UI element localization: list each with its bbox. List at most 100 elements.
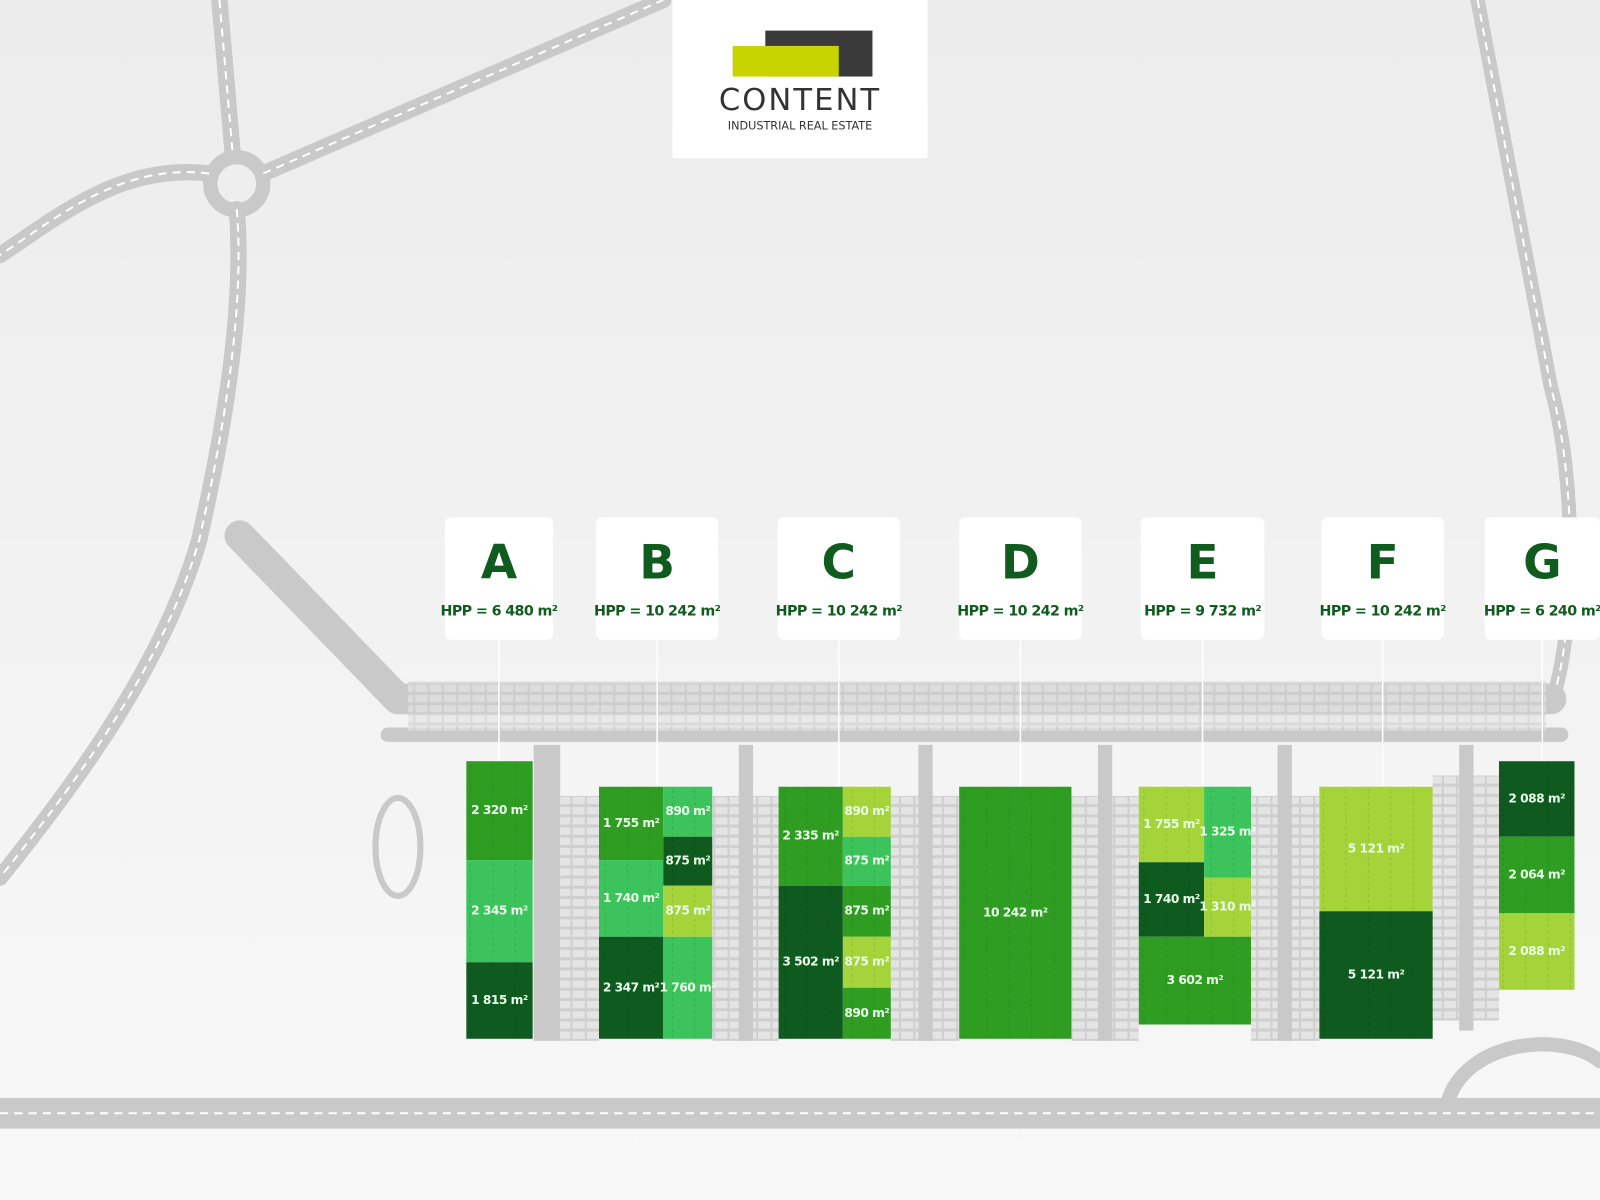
building-a: 2 320 m² 2 345 m² 1 815 m²: [466, 761, 533, 1039]
unit-area-label: 2 345 m²: [471, 904, 528, 918]
unit-area-label: 1 325 m²: [1199, 825, 1256, 839]
unit[interactable]: 2 335 m²: [778, 786, 843, 886]
unit-area-label: 2 335 m²: [782, 829, 839, 843]
building-e: 1 755 m² 1 740 m² 1 325 m² 1 310 m² 3 602 m²: [1138, 786, 1257, 1025]
unit-area-label: 875 m²: [844, 854, 889, 868]
unit[interactable]: 875 m²: [842, 836, 891, 886]
unit-area-label: 5 121 m²: [1348, 841, 1405, 855]
card-background: [777, 517, 900, 640]
unit[interactable]: 3 602 m²: [1138, 936, 1252, 1025]
building-card-f[interactable]: F HPP = 10 242 m²: [1320, 517, 1447, 787]
unit-area-label: 1 755 m²: [1143, 817, 1200, 831]
unit[interactable]: 2 347 m²: [598, 936, 664, 1039]
unit-grid: [598, 860, 664, 937]
building-card-g[interactable]: G HPP = 6 240 m²: [1484, 517, 1600, 762]
unit-grid: [1204, 786, 1252, 878]
unit[interactable]: 3 502 m²: [778, 885, 843, 1039]
unit-grid: [842, 936, 891, 988]
building-letter: A: [481, 536, 518, 591]
unit-area-label: 1 740 m²: [603, 891, 660, 905]
unit-grid: [1498, 761, 1575, 837]
unit-grid: [842, 987, 891, 1039]
unit[interactable]: 1 755 m²: [598, 786, 664, 861]
card-background: [1321, 517, 1444, 640]
unit-area-label: 875 m²: [844, 955, 889, 969]
unit[interactable]: 875 m²: [663, 836, 713, 886]
road-network: [0, 0, 1600, 1129]
unit-area-label: 5 121 m²: [1348, 968, 1405, 982]
unit-grid: [663, 786, 713, 837]
unit[interactable]: 5 121 m²: [1319, 911, 1433, 1039]
unit-area-label: 890 m²: [665, 804, 710, 818]
unit-area-label: 1 310 m²: [1199, 900, 1256, 914]
building-card-c[interactable]: C HPP = 10 242 m²: [776, 517, 903, 787]
building-b: 1 755 m² 1 740 m² 2 347 m² 890 m² 875 m² 875 …: [598, 786, 717, 1039]
logo-name: CONTENT: [719, 83, 881, 118]
unit-area-label: 2 088 m²: [1508, 791, 1565, 805]
building-f: 5 121 m² 5 121 m²: [1319, 786, 1433, 1039]
unit-area-label: 1 755 m²: [603, 816, 660, 830]
building-card-e[interactable]: E HPP = 9 732 m²: [1140, 517, 1265, 787]
building-hpp: HPP = 6 240 m²: [1484, 603, 1600, 619]
unit-area-label: 875 m²: [665, 904, 710, 918]
unit-area-label: 875 m²: [665, 854, 710, 868]
unit[interactable]: 2 064 m²: [1498, 836, 1575, 914]
unit-area-label: 1 760 m²: [659, 980, 716, 994]
unit-area-label: 1 815 m²: [471, 993, 528, 1007]
unit-grid: [1138, 862, 1205, 937]
building-letter: G: [1523, 536, 1562, 591]
unit[interactable]: 2 088 m²: [1498, 761, 1575, 837]
unit[interactable]: 2 088 m²: [1498, 913, 1575, 990]
unit[interactable]: 875 m²: [842, 885, 891, 937]
unit-grid: [466, 962, 533, 1039]
unit-grid: [778, 786, 843, 886]
building-card-a[interactable]: A HPP = 6 480 m²: [441, 517, 558, 762]
unit[interactable]: 1 760 m²: [659, 936, 717, 1039]
unit[interactable]: 10 242 m²: [959, 786, 1072, 1039]
unit-grid: [598, 786, 664, 861]
unit-grid: [466, 761, 533, 861]
unit-area-label: 875 m²: [844, 904, 889, 918]
building-card-b[interactable]: B HPP = 10 242 m²: [594, 517, 721, 787]
building-hpp: HPP = 9 732 m²: [1144, 603, 1261, 619]
unit-grid: [1204, 877, 1252, 937]
unit[interactable]: 890 m²: [842, 987, 891, 1039]
unit-grid: [1138, 936, 1252, 1025]
unit-area-label: 2 347 m²: [603, 980, 660, 994]
unit[interactable]: 1 755 m²: [1138, 786, 1205, 863]
unit-grid: [466, 860, 533, 963]
card-background: [595, 517, 719, 640]
building-hpp: HPP = 10 242 m²: [594, 603, 721, 619]
unit[interactable]: 1 310 m²: [1199, 877, 1257, 937]
building-letter: C: [822, 536, 856, 591]
building-hpp: HPP = 10 242 m²: [776, 603, 903, 619]
building-letter: E: [1187, 536, 1219, 591]
unit[interactable]: 1 740 m²: [598, 860, 664, 937]
building-card-d[interactable]: D HPP = 10 242 m²: [957, 517, 1084, 787]
company-logo: CONTENT INDUSTRIAL REAL ESTATE: [672, 0, 928, 159]
card-background: [1484, 517, 1600, 640]
unit[interactable]: 875 m²: [663, 885, 713, 937]
unit[interactable]: 5 121 m²: [1319, 786, 1433, 912]
unit-grid: [663, 836, 713, 886]
unit[interactable]: 1 815 m²: [466, 962, 533, 1039]
unit[interactable]: 890 m²: [842, 786, 891, 837]
unit-area-label: 890 m²: [844, 1006, 889, 1020]
unit-grid: [663, 936, 713, 1039]
unit[interactable]: 890 m²: [663, 786, 713, 837]
building-c: 2 335 m² 3 502 m² 890 m² 875 m² 875 m² 875 m²…: [778, 786, 891, 1039]
building-letter: D: [1001, 536, 1040, 591]
unit[interactable]: 875 m²: [842, 936, 891, 988]
card-background: [1140, 517, 1265, 640]
building-hpp: HPP = 10 242 m²: [957, 603, 1084, 619]
building-hpp: HPP = 10 242 m²: [1320, 603, 1447, 619]
unit-area-label: 1 740 m²: [1143, 892, 1200, 906]
unit-area-label: 2 088 m²: [1508, 944, 1565, 958]
unit[interactable]: 2 345 m²: [466, 860, 533, 963]
unit[interactable]: 1 740 m²: [1138, 862, 1205, 937]
unit[interactable]: 1 325 m²: [1199, 786, 1257, 878]
unit-area-label: 2 064 m²: [1508, 868, 1565, 882]
unit[interactable]: 2 320 m²: [466, 761, 533, 861]
building-hpp: HPP = 6 480 m²: [441, 603, 558, 619]
